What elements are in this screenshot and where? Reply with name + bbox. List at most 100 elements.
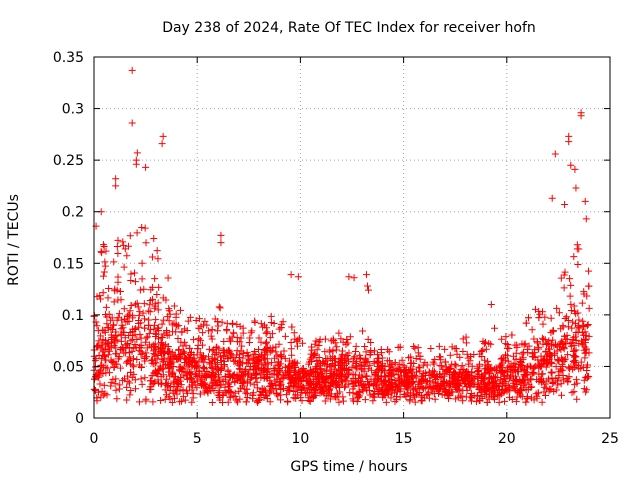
data-point	[151, 368, 159, 376]
data-point	[179, 342, 187, 350]
data-point	[388, 379, 396, 387]
data-point	[355, 371, 363, 379]
data-point	[456, 369, 464, 377]
data-point	[567, 300, 575, 308]
data-point	[111, 337, 119, 345]
data-point	[173, 390, 181, 398]
data-point	[349, 389, 357, 397]
data-point	[427, 344, 435, 352]
data-point	[96, 332, 104, 340]
data-point	[263, 328, 271, 336]
data-point	[110, 298, 118, 306]
data-point	[127, 387, 135, 395]
data-point	[181, 325, 189, 333]
data-point	[559, 376, 567, 384]
data-point	[130, 363, 138, 371]
data-point	[127, 301, 135, 309]
data-point	[518, 350, 526, 358]
data-point	[354, 391, 362, 399]
data-point	[417, 393, 425, 401]
data-point	[573, 241, 581, 249]
data-point	[338, 347, 346, 355]
data-point	[136, 308, 144, 316]
data-point	[307, 380, 315, 388]
data-point	[474, 367, 482, 375]
data-point	[332, 393, 340, 401]
data-point	[160, 316, 168, 324]
data-point	[574, 323, 582, 331]
data-point	[246, 362, 254, 370]
y-tick-label: 0.25	[53, 153, 84, 169]
data-point	[292, 382, 300, 390]
data-point	[520, 366, 528, 374]
data-point	[216, 304, 224, 312]
data-point	[582, 345, 590, 353]
y-tick-label: 0.35	[53, 50, 84, 66]
data-point	[336, 372, 344, 380]
data-point	[141, 374, 149, 382]
data-point	[522, 319, 530, 327]
data-point	[467, 393, 475, 401]
data-point	[179, 386, 187, 394]
y-tick-label: 0.15	[53, 256, 84, 272]
data-point	[419, 385, 427, 393]
data-point	[466, 357, 474, 365]
data-point	[512, 398, 520, 406]
data-point	[219, 391, 227, 399]
data-point	[186, 344, 194, 352]
data-point	[239, 349, 247, 357]
data-point	[288, 323, 296, 331]
data-point	[181, 396, 189, 404]
data-point	[304, 394, 312, 402]
data-point	[120, 263, 128, 271]
data-point	[491, 324, 499, 332]
data-point	[534, 389, 542, 397]
data-point	[114, 236, 122, 244]
data-point	[569, 318, 577, 326]
data-point	[322, 354, 330, 362]
data-point	[547, 351, 555, 359]
data-point	[122, 344, 130, 352]
data-point	[536, 376, 544, 384]
data-point	[142, 239, 150, 247]
data-point	[562, 340, 570, 348]
data-point	[566, 275, 574, 283]
data-point	[498, 335, 506, 343]
data-point	[272, 343, 280, 351]
data-point	[192, 317, 200, 325]
data-point	[300, 383, 308, 391]
data-point	[407, 360, 415, 368]
data-point	[138, 350, 146, 358]
data-point	[131, 269, 139, 277]
data-point	[281, 355, 289, 363]
data-point	[129, 314, 137, 322]
data-point	[162, 391, 170, 399]
data-point	[503, 344, 511, 352]
x-tick-label: 15	[395, 431, 413, 447]
data-point	[434, 373, 442, 381]
data-point	[388, 370, 396, 378]
data-point	[179, 392, 187, 400]
data-point	[211, 351, 219, 359]
data-point	[285, 384, 293, 392]
data-point	[529, 368, 537, 376]
data-point	[172, 313, 180, 321]
data-point	[254, 398, 262, 406]
data-point	[111, 380, 119, 388]
data-point	[564, 316, 572, 324]
data-point	[165, 307, 173, 315]
data-point	[350, 397, 357, 405]
data-point	[196, 349, 204, 357]
data-point	[517, 385, 525, 393]
data-point	[182, 355, 190, 363]
data-point	[247, 329, 255, 337]
data-point	[233, 347, 241, 355]
data-point	[188, 386, 196, 394]
data-point	[226, 335, 234, 343]
data-point	[530, 363, 538, 371]
data-point	[145, 330, 153, 338]
data-point	[100, 381, 108, 389]
data-point	[146, 308, 154, 316]
data-point	[130, 355, 138, 363]
data-point	[567, 161, 575, 169]
